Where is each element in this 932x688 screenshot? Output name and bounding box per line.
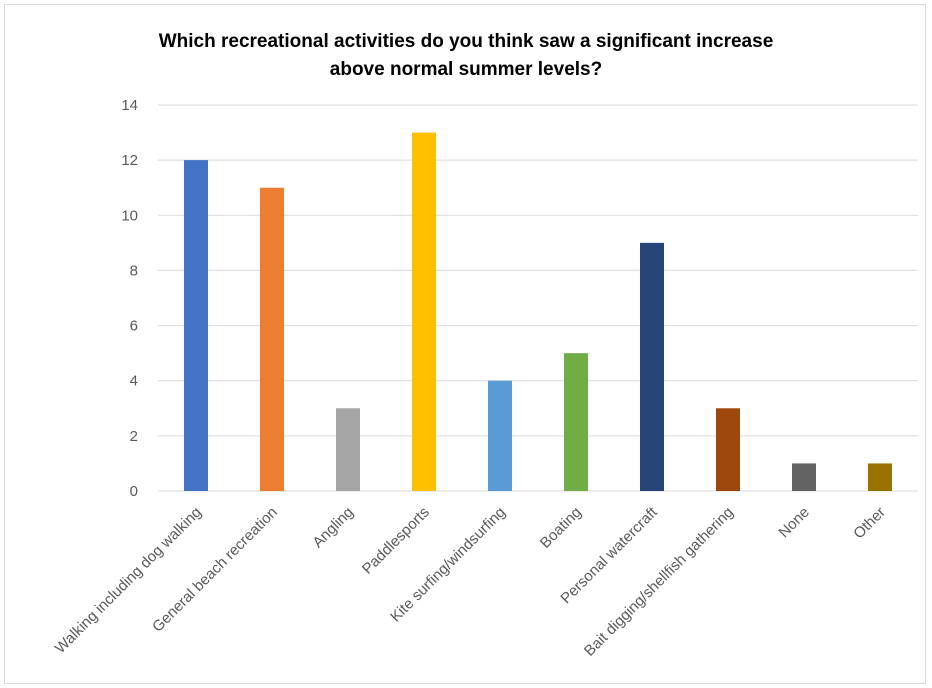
bar-4	[412, 132, 436, 492]
x-category-label: Bait digging/shellfish gathering	[581, 504, 737, 660]
chart-title-line-1: Which recreational activities do you thi…	[158, 31, 774, 52]
y-axis-tick-labels: 0 2 4 6 8 10 12 14	[121, 97, 138, 500]
y-tick-label: 2	[130, 428, 138, 445]
x-category-label: None	[775, 504, 812, 541]
gridlines	[158, 104, 918, 492]
bar-6	[564, 353, 588, 491]
x-category-label: Walking including dog walking	[52, 504, 205, 657]
bar-3	[336, 408, 360, 491]
bar-7	[640, 242, 664, 491]
chart-title-line-2: above normal summer levels?	[329, 59, 603, 80]
bar-5	[488, 380, 512, 491]
bar-10	[868, 463, 892, 491]
y-tick-label: 6	[130, 318, 138, 335]
x-category-label: General beach recreation	[149, 504, 281, 636]
y-tick-label: 4	[130, 373, 138, 390]
y-tick-label: 0	[130, 483, 138, 500]
chart-title: Which recreational activities do you thi…	[0, 28, 932, 84]
bar-9	[792, 463, 816, 491]
bar-8	[716, 408, 740, 491]
y-tick-label: 12	[121, 152, 138, 169]
x-category-label: Boating	[537, 504, 585, 552]
y-tick-label: 8	[130, 262, 138, 279]
chart-frame	[4, 4, 926, 684]
bar-1	[184, 160, 208, 491]
x-category-label: Angling	[309, 504, 356, 551]
y-tick-label: 14	[121, 97, 138, 114]
y-tick-label: 10	[121, 207, 138, 224]
bars	[184, 132, 892, 492]
x-category-label: Other	[850, 504, 889, 543]
bar-2	[260, 187, 284, 491]
x-category-label: Paddlesports	[359, 504, 433, 578]
